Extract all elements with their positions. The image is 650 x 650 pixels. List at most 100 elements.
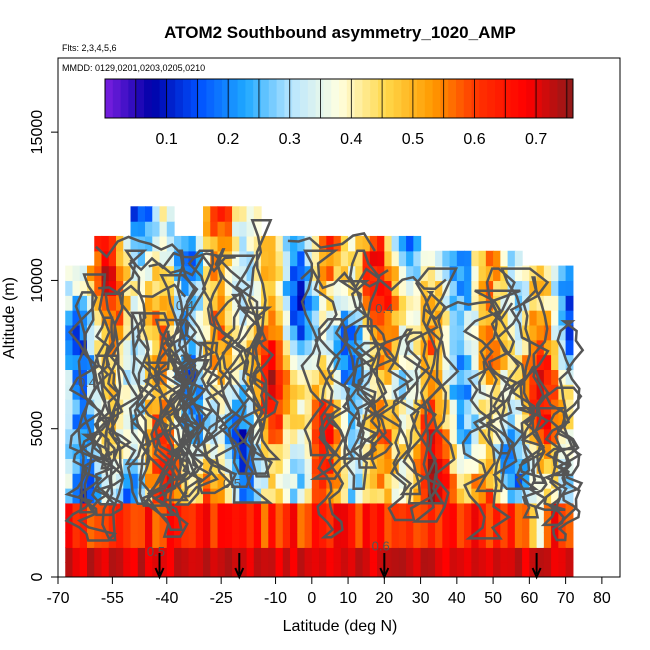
heat-cell <box>94 250 103 267</box>
heat-cell <box>210 488 219 504</box>
heat-cell <box>427 562 436 577</box>
heat-cell <box>65 443 74 459</box>
heat-cell <box>246 413 255 430</box>
heat-cell <box>290 473 298 489</box>
heat-cell <box>478 265 487 282</box>
heat-cell <box>79 502 88 519</box>
heat-cell <box>522 517 530 534</box>
heat-cell <box>253 502 262 519</box>
heat-cell <box>311 488 320 504</box>
heat-cell <box>72 310 81 326</box>
contour-label: 0.4 <box>78 375 96 390</box>
heat-cell <box>65 339 74 356</box>
heat-cell <box>152 295 161 311</box>
heat-cell <box>326 235 335 252</box>
heat-cell <box>377 369 385 385</box>
heat-cell <box>435 265 443 282</box>
heat-cell <box>137 547 146 563</box>
heat-cell <box>195 428 204 445</box>
heat-cell <box>108 280 117 296</box>
heat-cell <box>485 517 494 534</box>
heat-cell <box>551 384 559 400</box>
heat-cell <box>130 221 139 237</box>
heat-cell <box>108 384 117 400</box>
heat-cell <box>369 235 378 252</box>
heat-cell <box>275 250 284 267</box>
heat-cell <box>174 295 182 311</box>
heat-cell <box>485 502 494 519</box>
heat-cell <box>543 547 552 563</box>
heat-cell <box>101 250 110 267</box>
heat-cell <box>268 295 277 311</box>
heat-cell <box>340 295 349 311</box>
heat-cell <box>420 532 429 548</box>
heat-cell <box>159 295 168 311</box>
y-tick-label: 5000 <box>29 411 46 447</box>
heat-cell <box>65 428 74 445</box>
heat-cell <box>246 458 255 474</box>
heat-cell <box>130 206 139 222</box>
heat-cell <box>282 235 291 252</box>
heat-cell <box>79 517 88 534</box>
contour-line <box>202 248 254 488</box>
heat-cell <box>282 384 291 400</box>
heat-cell <box>261 250 269 267</box>
heat-cell <box>268 473 277 489</box>
heat-cell <box>500 532 509 548</box>
heat-cell <box>522 532 530 548</box>
heat-cell <box>442 428 451 445</box>
heat-cell <box>94 235 103 252</box>
heat-cell <box>369 547 378 563</box>
heat-cell <box>166 562 175 577</box>
colorbar-segment <box>237 79 246 118</box>
heat-cell <box>543 399 552 415</box>
chart-title: ATOM2 Southbound asymmetry_1020_AMP <box>164 23 516 42</box>
heat-cell <box>239 547 248 563</box>
heat-cell <box>275 280 284 296</box>
contour-line <box>424 300 514 322</box>
heat-cell <box>420 502 429 519</box>
heat-cell <box>304 235 313 252</box>
heat-cell <box>239 221 248 237</box>
heat-cell <box>514 265 523 282</box>
heat-cell <box>275 235 284 252</box>
heat-cell <box>130 502 139 519</box>
heat-cell <box>464 413 472 430</box>
heat-cell <box>108 250 117 267</box>
heat-cell <box>427 399 436 415</box>
heat-cell <box>239 310 248 326</box>
heat-cell <box>145 428 153 445</box>
heat-cell <box>507 547 516 563</box>
heat-cell <box>333 280 342 296</box>
heat-cell <box>72 324 81 341</box>
heat-cell <box>210 547 219 563</box>
heat-cell <box>427 265 436 282</box>
heat-cell <box>543 339 552 356</box>
heat-cell <box>181 250 190 267</box>
heat-cell <box>232 517 240 534</box>
heat-cell <box>413 310 422 326</box>
heat-cell <box>253 235 262 252</box>
heat-cell <box>188 473 197 489</box>
heat-cell <box>348 428 356 445</box>
heat-cell <box>203 295 211 311</box>
heat-cell <box>224 488 233 504</box>
heat-cell <box>94 310 103 326</box>
contour-line <box>358 275 447 292</box>
heat-cell <box>94 399 103 415</box>
colorbar-segment <box>268 79 278 118</box>
heat-cell <box>565 502 574 519</box>
heat-cell <box>565 280 574 296</box>
heat-cell <box>246 562 255 577</box>
heat-cell <box>384 473 393 489</box>
heat-cell <box>275 310 284 326</box>
heat-cell <box>384 235 393 252</box>
heat-cell <box>210 354 219 370</box>
heat-cell <box>297 369 306 385</box>
heat-cell <box>406 547 414 563</box>
heat-cell <box>558 547 567 563</box>
heat-cell <box>340 384 349 400</box>
heat-cell <box>311 310 320 326</box>
heat-cell <box>188 399 197 415</box>
